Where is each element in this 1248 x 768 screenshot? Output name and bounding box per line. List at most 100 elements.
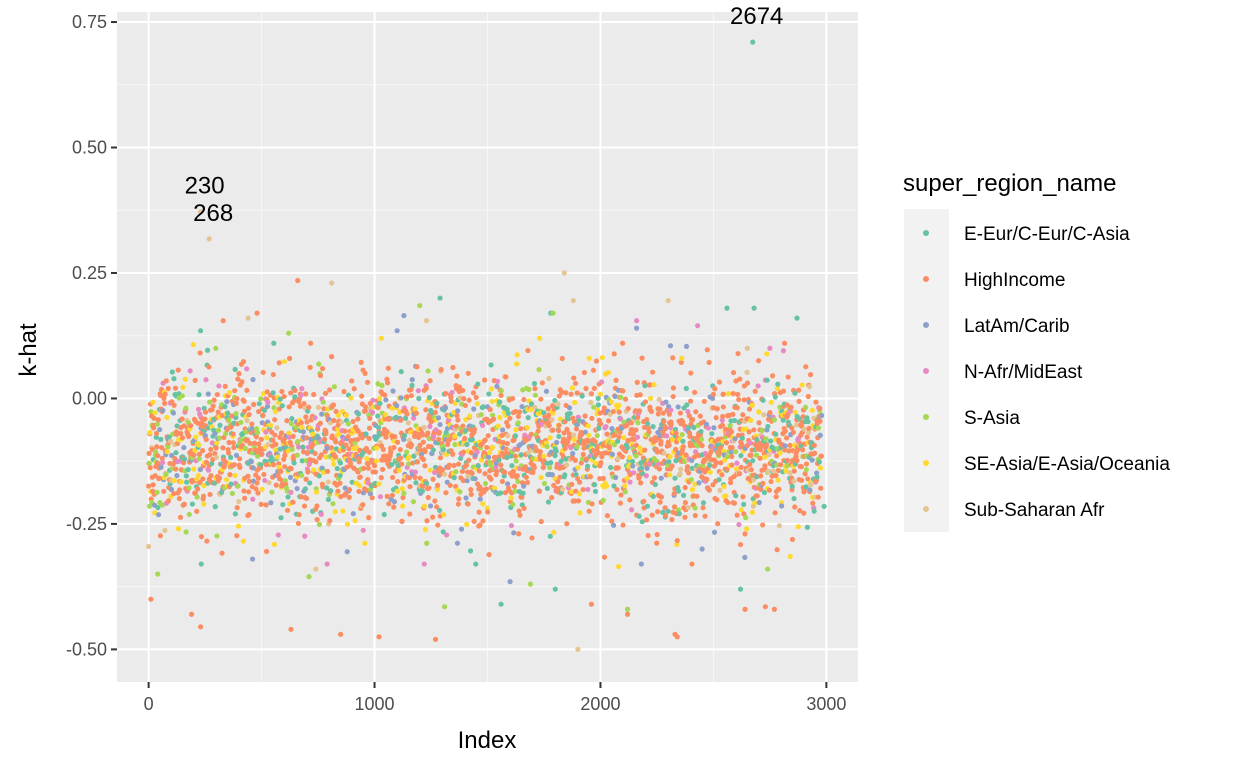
data-point — [678, 466, 684, 472]
data-point — [456, 496, 462, 502]
data-point — [397, 455, 404, 461]
data-point — [497, 414, 503, 421]
data-point — [633, 453, 639, 459]
data-point — [613, 377, 619, 383]
data-point — [306, 404, 312, 410]
data-point — [488, 362, 494, 368]
data-point-outlier — [667, 343, 674, 349]
data-point — [258, 396, 264, 402]
data-point — [376, 481, 382, 487]
data-point — [787, 442, 793, 448]
data-point — [817, 405, 823, 411]
data-point — [186, 511, 192, 518]
data-point — [524, 479, 531, 486]
data-point — [636, 408, 643, 414]
data-point — [377, 494, 384, 500]
grid-minor — [117, 12, 858, 682]
data-point — [521, 396, 527, 403]
data-point — [508, 453, 514, 459]
data-point — [158, 392, 164, 399]
data-point — [571, 437, 577, 443]
data-point — [683, 343, 690, 349]
data-point — [566, 405, 573, 411]
data-point — [498, 462, 504, 468]
y-tick-label: 0.50 — [72, 138, 107, 158]
data-point — [508, 495, 514, 501]
data-point — [489, 398, 495, 404]
data-point — [591, 385, 597, 391]
data-point — [771, 446, 777, 452]
data-point — [416, 395, 422, 402]
data-point — [720, 404, 726, 410]
data-point — [717, 487, 723, 493]
data-point — [636, 513, 642, 519]
data-point — [188, 423, 194, 429]
data-point — [760, 522, 766, 528]
data-point — [451, 462, 457, 469]
data-point — [278, 468, 284, 475]
data-point — [733, 378, 739, 384]
legend-key-dot — [923, 506, 929, 512]
data-point — [699, 443, 705, 449]
data-point — [196, 451, 203, 457]
data-point — [546, 412, 552, 418]
data-point — [413, 410, 419, 416]
data-point — [505, 410, 511, 416]
data-point — [453, 469, 459, 475]
data-point — [291, 460, 297, 466]
data-point — [813, 399, 819, 405]
data-point — [546, 375, 552, 382]
data-point — [680, 438, 686, 444]
data-point — [597, 391, 604, 397]
data-point — [355, 428, 361, 434]
data-point — [242, 495, 248, 501]
data-point-outlier — [742, 606, 748, 612]
data-point — [329, 354, 335, 360]
data-point — [760, 480, 766, 486]
data-point — [311, 391, 317, 398]
data-point — [806, 384, 813, 390]
data-point — [462, 402, 468, 409]
data-point — [476, 509, 482, 515]
data-point — [216, 435, 222, 441]
data-point — [468, 487, 474, 493]
data-point — [350, 511, 356, 517]
data-point — [700, 505, 706, 511]
data-point — [270, 462, 277, 468]
data-point — [792, 504, 798, 510]
data-point — [770, 373, 776, 379]
data-point — [365, 465, 372, 471]
data-point — [731, 500, 738, 506]
data-point — [710, 391, 717, 397]
data-point — [455, 461, 462, 467]
data-point — [235, 376, 241, 382]
data-point — [434, 486, 440, 493]
data-point — [467, 413, 473, 419]
data-point — [587, 474, 594, 480]
data-point — [742, 554, 748, 561]
data-point — [441, 512, 447, 518]
data-point — [316, 473, 322, 479]
data-point — [194, 494, 200, 500]
data-point — [735, 391, 741, 398]
data-point — [162, 391, 168, 397]
data-point — [307, 364, 313, 370]
data-point — [404, 394, 410, 400]
data-point — [401, 432, 408, 439]
data-point — [648, 395, 654, 401]
data-point — [617, 416, 624, 422]
data-point-outlier — [394, 328, 400, 334]
data-point — [437, 455, 444, 461]
data-point — [772, 394, 778, 400]
data-point — [201, 501, 207, 507]
legend-label: E-Eur/C-Eur/C-Asia — [964, 224, 1130, 245]
data-point — [187, 368, 193, 374]
data-point — [286, 404, 292, 410]
data-point — [205, 391, 211, 397]
data-point — [620, 388, 626, 394]
data-point — [268, 500, 274, 506]
data-point — [798, 463, 804, 470]
data-point — [345, 434, 351, 440]
data-point — [182, 376, 188, 382]
data-point — [295, 520, 302, 527]
